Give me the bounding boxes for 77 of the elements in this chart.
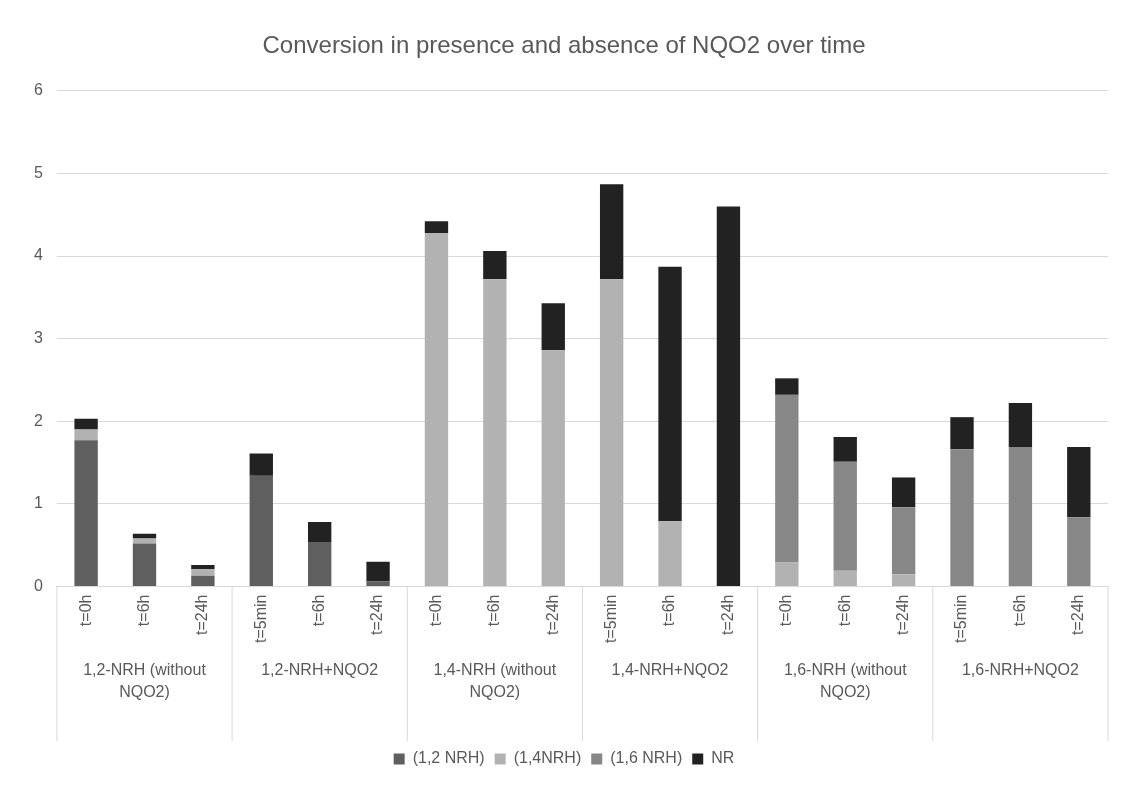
bar bbox=[541, 303, 565, 351]
x-tick-label: t=6h bbox=[134, 594, 152, 627]
bar bbox=[483, 251, 507, 280]
bar bbox=[366, 581, 390, 587]
bar bbox=[132, 533, 157, 539]
x-tick-label: t=24h bbox=[368, 594, 386, 636]
text: 1,6-NRH+NQO2 bbox=[961, 661, 1079, 679]
x-tick-label: t=6h bbox=[835, 594, 853, 627]
x-tick-label: t=6h bbox=[310, 594, 328, 627]
x-tick-label: t=5min bbox=[952, 594, 970, 643]
bar bbox=[775, 394, 799, 563]
x-tick-label: t=24h bbox=[1069, 594, 1087, 636]
legend-label: (1,4NRH) bbox=[513, 749, 582, 767]
bar bbox=[308, 522, 332, 542]
y-tick-label: 4 bbox=[33, 246, 43, 264]
bar bbox=[541, 350, 565, 587]
bar bbox=[891, 574, 916, 587]
bar bbox=[1008, 403, 1033, 447]
x-tick-label: t=0h bbox=[777, 594, 795, 627]
bar bbox=[599, 184, 624, 280]
x-tick-label: t=6h bbox=[485, 594, 503, 627]
x-tick-label: t=6h bbox=[1010, 594, 1028, 627]
text: 1,4-NRH (without NQO2) bbox=[433, 661, 557, 701]
bar bbox=[833, 461, 857, 571]
text: 1,4-NRH+NQO2 bbox=[611, 661, 729, 679]
bar bbox=[191, 565, 215, 570]
bar bbox=[249, 453, 273, 476]
bar bbox=[74, 418, 98, 430]
text: 1,2-NRH+NQO2 bbox=[261, 661, 379, 679]
x-tick-label: t=5min bbox=[602, 594, 620, 643]
bar bbox=[191, 575, 215, 587]
bar bbox=[1067, 446, 1091, 518]
x-tick-label: t=24h bbox=[543, 594, 561, 636]
bar bbox=[1067, 517, 1091, 587]
bar bbox=[132, 538, 157, 544]
x-tick-label: t=6h bbox=[660, 594, 678, 627]
bar bbox=[950, 417, 974, 450]
x-tick-label: t=0h bbox=[426, 594, 444, 627]
bar bbox=[249, 475, 273, 587]
bar bbox=[1008, 446, 1033, 587]
text: 1,6-NRH (without NQO2) bbox=[783, 661, 908, 701]
bar bbox=[424, 232, 449, 587]
bar bbox=[483, 279, 507, 587]
bar bbox=[775, 378, 799, 395]
bar bbox=[366, 561, 390, 582]
legend-label: (1,2 NRH) bbox=[412, 749, 485, 767]
bar bbox=[74, 440, 98, 587]
y-tick-label: 1 bbox=[33, 494, 43, 512]
legend-label: (1,6 NRH) bbox=[610, 749, 683, 767]
x-tick-label: t=24h bbox=[193, 594, 211, 636]
chart-title: Conversion in presence and absence of NQO2 over time bbox=[262, 31, 866, 59]
x-tick-label: t=24h bbox=[718, 594, 736, 636]
y-tick-label: 0 bbox=[33, 576, 43, 594]
text: 1,2-NRH (without NQO2) bbox=[83, 661, 207, 701]
bar bbox=[658, 266, 682, 522]
bar bbox=[950, 449, 974, 587]
bar bbox=[716, 206, 741, 587]
bar bbox=[891, 507, 916, 575]
y-tick-label: 2 bbox=[33, 411, 43, 429]
y-tick-label: 3 bbox=[33, 329, 43, 347]
y-tick-label: 6 bbox=[33, 81, 43, 99]
bar bbox=[775, 562, 799, 587]
y-tick-label: 5 bbox=[33, 163, 43, 181]
legend-label: NR bbox=[711, 749, 735, 767]
bar bbox=[833, 570, 857, 587]
x-tick-label: t=5min bbox=[251, 594, 269, 643]
x-tick-label: t=24h bbox=[894, 594, 912, 636]
bar bbox=[891, 477, 916, 508]
bar bbox=[599, 279, 624, 587]
x-tick-label: t=0h bbox=[76, 594, 94, 627]
bar bbox=[74, 429, 98, 441]
bar bbox=[658, 521, 682, 587]
bar bbox=[308, 541, 332, 587]
bar bbox=[132, 543, 157, 587]
bar bbox=[191, 569, 215, 576]
bar bbox=[424, 221, 449, 233]
bar bbox=[833, 436, 857, 462]
